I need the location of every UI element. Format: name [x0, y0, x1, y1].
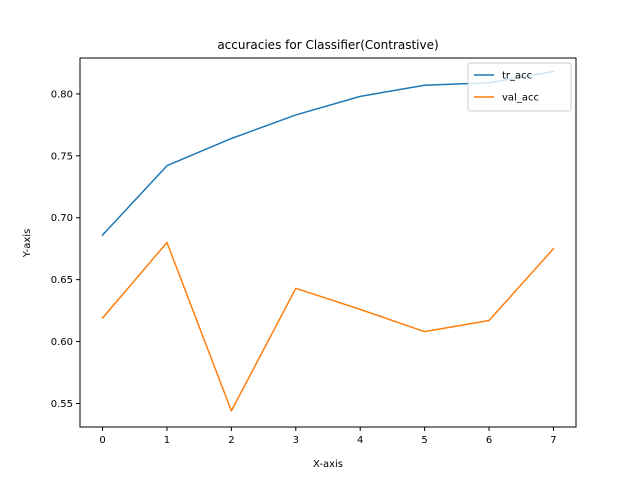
x-tick-label: 4	[357, 435, 363, 446]
chart-title: accuracies for Classifier(Contrastive)	[217, 38, 438, 52]
y-tick-label: 0.55	[51, 399, 73, 410]
y-axis: 0.55 0.60 0.65 0.70 0.75 0.80	[51, 89, 80, 410]
y-tick-label: 0.80	[51, 89, 73, 100]
legend-label-val-acc: val_acc	[502, 93, 539, 104]
x-axis: 0 1 2 3 4 5 6 7	[99, 427, 557, 446]
x-tick-label: 2	[228, 435, 234, 446]
x-tick-label: 0	[99, 435, 105, 446]
legend: tr_acc val_acc	[467, 62, 572, 112]
x-tick-label: 5	[421, 435, 427, 446]
y-tick-label: 0.70	[51, 213, 73, 224]
series-layer	[101, 70, 555, 412]
legend-label-tr-acc: tr_acc	[502, 71, 532, 82]
y-axis-title: Y-axis	[22, 229, 33, 259]
x-tick-label: 1	[164, 435, 170, 446]
y-tick-label: 0.65	[51, 275, 73, 286]
x-tick-label: 7	[550, 435, 556, 446]
series-line-val-acc	[101, 241, 555, 412]
x-axis-title: X-axis	[313, 459, 343, 470]
x-tick-label: 6	[486, 435, 492, 446]
plot-frame	[79, 57, 577, 428]
y-tick-label: 0.75	[51, 151, 73, 162]
x-tick-label: 3	[293, 435, 299, 446]
y-tick-label: 0.60	[51, 337, 73, 348]
